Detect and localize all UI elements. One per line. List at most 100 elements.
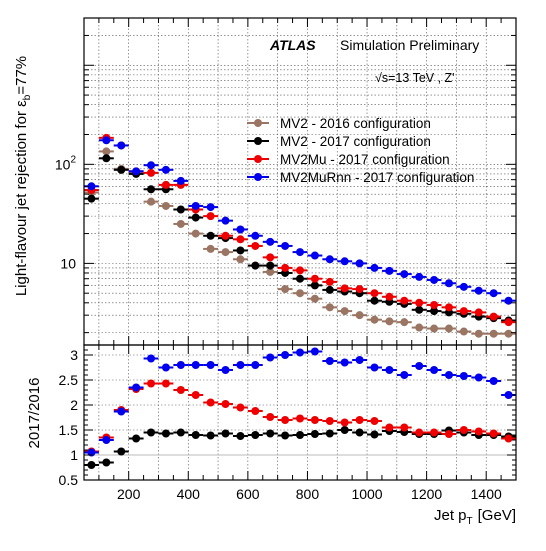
- ratio-series-0-point: [370, 430, 379, 439]
- top-series-1-point: [370, 296, 379, 305]
- top-series-2-point: [385, 292, 394, 301]
- top-series-3: [84, 136, 516, 305]
- top-series-2-point: [504, 318, 513, 327]
- top-y-axis-label-sub: b: [22, 94, 33, 100]
- top-y-axis-label-main: Light-flavour jet rejection for ε: [13, 100, 30, 296]
- top-series-2-point: [489, 312, 498, 321]
- legend-entry-2: MV2Mu - 2017 configuration: [247, 152, 450, 167]
- ratio-series-2-point: [385, 366, 394, 374]
- legend-marker: [254, 155, 262, 163]
- top-series-3-point: [147, 161, 156, 170]
- top-series-1-point: [296, 274, 304, 283]
- top-series-2-point: [236, 235, 245, 244]
- ratio-y-tick-label: 3: [70, 347, 78, 363]
- ratio-series-1-point: [370, 417, 379, 425]
- top-series-2-point: [296, 266, 304, 275]
- ratio-series-1-point: [221, 400, 230, 408]
- ratio-series-0-point: [310, 430, 319, 438]
- ratio-series-0-point: [236, 432, 245, 440]
- ratio-series-2-point: [266, 353, 275, 362]
- ratio-series-0-point: [117, 447, 126, 456]
- top-series-0-point: [430, 324, 439, 333]
- top-series-3-point: [281, 241, 290, 250]
- top-series-0-point: [355, 311, 364, 320]
- ratio-series-2-point: [504, 391, 513, 399]
- top-series-0-point: [102, 147, 111, 156]
- x-tick-label: 400: [177, 486, 201, 502]
- top-series-1-point: [117, 165, 126, 174]
- x-tick-label: 1400: [471, 486, 502, 502]
- top-series-0-point: [161, 201, 170, 210]
- top-series-2-point: [474, 308, 483, 317]
- ratio-series-1-point: [266, 413, 275, 421]
- ratio-series-2-point: [296, 348, 304, 357]
- legend-marker: [254, 119, 262, 127]
- ratio-panel-y-tick-labels: 0.5 1 1.5 2 2.5 3: [59, 347, 79, 488]
- ratio-series-2-point: [474, 373, 483, 382]
- ratio-series-2-point: [459, 372, 468, 380]
- top-series-3-point: [251, 231, 260, 240]
- ratio-panel-series: [84, 347, 516, 469]
- top-series-0-point: [191, 229, 200, 238]
- top-series-3-point: [132, 167, 141, 176]
- top-series-3-point: [191, 201, 200, 210]
- simulation-preliminary-label: Simulation Preliminary: [340, 37, 479, 53]
- ratio-series-2-point: [147, 354, 156, 363]
- tick-base: 10: [55, 156, 71, 172]
- top-y-tick-label: 10: [60, 255, 76, 271]
- ratio-series-1-point: [251, 407, 260, 415]
- ratio-series-1: [84, 379, 516, 456]
- top-series-3-point: [444, 279, 453, 288]
- x-tick-labels: 200 400 600 800 1000 1200 1400: [117, 486, 502, 502]
- top-series-2-point: [325, 277, 334, 286]
- ratio-series-0-point: [251, 431, 260, 439]
- top-series-0-point: [325, 303, 334, 312]
- ratio-y-tick-label: 1: [70, 447, 78, 463]
- top-series-3-point: [117, 141, 126, 150]
- ratio-series-0-point: [266, 429, 275, 438]
- top-series-0-point: [206, 244, 215, 253]
- top-series-3-point: [87, 182, 96, 191]
- top-series-3-point: [236, 225, 245, 234]
- ratio-series-1-point: [147, 379, 156, 388]
- ratio-series-2-point: [430, 366, 439, 374]
- top-series-1-point: [430, 307, 439, 316]
- top-series-0-point: [236, 255, 245, 264]
- legend-marker: [254, 173, 262, 181]
- top-series-3-point: [459, 282, 468, 291]
- top-series-0-point: [474, 329, 483, 338]
- top-series-1-point: [191, 213, 200, 222]
- axes-frame: [83, 17, 517, 481]
- ratio-series-1-point: [504, 434, 513, 443]
- top-series-1-point: [325, 285, 334, 294]
- top-series-0-point: [370, 315, 379, 324]
- top-series-3-point: [430, 275, 439, 284]
- ratio-series-2-point: [102, 436, 111, 444]
- ratio-series-2-point: [236, 361, 245, 369]
- top-series-1-point: [415, 305, 424, 314]
- x-axis-label: Jet pT [GeV]: [434, 507, 516, 527]
- top-series-2-point: [147, 168, 156, 177]
- top-series-0-point: [147, 197, 156, 206]
- top-series-3-point: [161, 165, 170, 174]
- ratio-series-0-point: [355, 428, 364, 437]
- ratio-series-0-point: [87, 461, 96, 469]
- ratio-series-0-point: [102, 458, 111, 467]
- ratio-series-2-point: [489, 377, 498, 385]
- ratio-series-2-point: [117, 407, 126, 416]
- top-series-2-point: [281, 263, 290, 272]
- energy-sqrt-s: √s: [375, 71, 388, 85]
- ratio-series-2-point: [400, 371, 409, 379]
- ratio-series-1-point: [236, 403, 245, 412]
- ratio-series-2-point: [415, 362, 424, 370]
- top-series-2-point: [444, 303, 453, 312]
- legend-label: MV2 - 2017 configuration: [280, 134, 431, 149]
- legend-entry-3: MV2MuRnn - 2017 configuration: [247, 170, 474, 185]
- top-series-3-point: [340, 257, 349, 266]
- top-series-1-point: [147, 185, 156, 194]
- ratio-series-2-point: [355, 356, 364, 364]
- top-series-2-point: [459, 307, 468, 316]
- top-series-3-point: [176, 176, 185, 185]
